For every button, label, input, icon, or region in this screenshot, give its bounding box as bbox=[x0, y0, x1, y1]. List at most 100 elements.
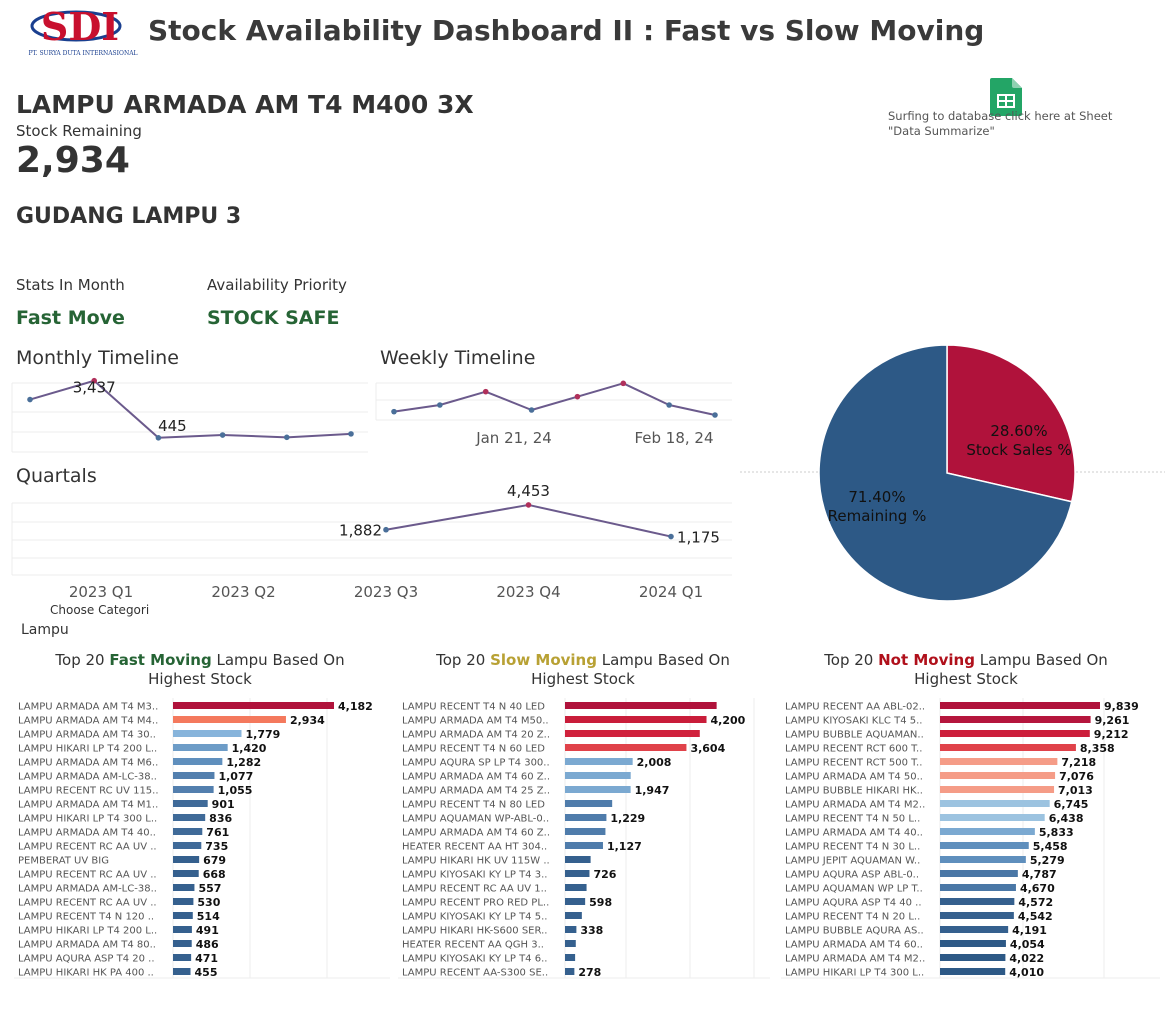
weekly-point bbox=[712, 412, 718, 418]
weekly-timeline-title: Weekly Timeline bbox=[380, 347, 536, 369]
not-bar bbox=[940, 814, 1045, 821]
fast-bar bbox=[173, 772, 215, 779]
not-bar bbox=[940, 702, 1100, 709]
not-category-label: LAMPU RECENT AA ABL-02.. bbox=[785, 702, 925, 713]
fast-bar bbox=[173, 856, 200, 863]
weekly-timeline-chart: Jan 21, 24 Feb 18, 24 bbox=[375, 380, 732, 447]
weekly-point bbox=[437, 402, 443, 408]
not-value-label: 4,054 bbox=[1010, 938, 1045, 951]
quartals-data-label: 1,882 bbox=[339, 522, 382, 540]
not-moving-title: Top 20 Not Moving Lampu Based On Highest… bbox=[806, 651, 1126, 689]
fast-value-label: 668 bbox=[203, 868, 226, 881]
not-bar bbox=[940, 912, 1014, 919]
stats-in-month-value: Fast Move bbox=[16, 307, 125, 329]
monthly-timeline-chart: 3,437 445 bbox=[11, 377, 368, 453]
fast-category-label: PEMBERAT UV BIG bbox=[18, 856, 109, 867]
quartals-x-tick: 2024 Q1 bbox=[639, 583, 703, 601]
slow-title-prefix: Top 20 bbox=[436, 651, 491, 669]
dashboard-title: Stock Availability Dashboard II : Fast v… bbox=[148, 14, 985, 47]
not-value-label: 4,670 bbox=[1020, 882, 1055, 895]
fast-category-label: LAMPU RECENT RC UV 115.. bbox=[18, 786, 159, 797]
google-sheets-icon[interactable] bbox=[990, 78, 1024, 116]
quartals-x-tick: 2023 Q3 bbox=[354, 583, 418, 601]
not-bar bbox=[940, 758, 1058, 765]
slow-bar bbox=[565, 870, 590, 877]
fast-category-label: LAMPU HIKARI LP T4 300 L.. bbox=[18, 814, 157, 825]
weekly-point bbox=[574, 393, 581, 400]
slow-value-label: 4,200 bbox=[711, 714, 746, 727]
availability-priority-value: STOCK SAFE bbox=[207, 307, 340, 329]
slow-category-label: LAMPU HIKARI HK-S600 SER.. bbox=[402, 926, 547, 937]
fast-category-label: LAMPU HIKARI LP T4 200 L.. bbox=[18, 926, 157, 937]
not-bar bbox=[940, 856, 1026, 863]
fast-bar bbox=[173, 744, 228, 751]
slow-bar bbox=[565, 926, 577, 933]
slow-bar bbox=[565, 912, 582, 919]
slow-bar bbox=[565, 842, 603, 849]
fast-value-label: 735 bbox=[205, 840, 228, 853]
fast-bar bbox=[173, 926, 192, 933]
fast-value-label: 530 bbox=[197, 896, 220, 909]
not-bar bbox=[940, 730, 1090, 737]
not-title-prefix: Top 20 bbox=[824, 651, 879, 669]
fast-category-label: LAMPU ARMADA AM T4 30.. bbox=[18, 730, 156, 741]
not-value-label: 6,438 bbox=[1049, 812, 1084, 825]
fast-bar bbox=[173, 800, 208, 807]
fast-value-label: 761 bbox=[206, 826, 229, 839]
category-filter-label: Choose Categori bbox=[50, 603, 150, 617]
fast-bar bbox=[173, 842, 202, 849]
pie-percent-label: 28.60% bbox=[990, 422, 1047, 440]
fast-bar bbox=[173, 940, 192, 947]
logo-text: SDI bbox=[41, 4, 119, 49]
not-value-label: 8,358 bbox=[1080, 742, 1115, 755]
pie-percent-label: 71.40% bbox=[848, 488, 905, 506]
not-bar bbox=[940, 828, 1035, 835]
weekly-point bbox=[620, 380, 627, 387]
fast-value-label: 836 bbox=[209, 812, 232, 825]
fast-category-label: LAMPU ARMADA AM-LC-38.. bbox=[18, 772, 157, 783]
fast-value-label: 455 bbox=[195, 966, 218, 979]
slow-bar bbox=[565, 814, 607, 821]
fast-value-label: 1,055 bbox=[218, 784, 253, 797]
quartals-chart: 1,882 4,453 1,175 2023 Q1 2023 Q2 2023 Q3 2023… bbox=[11, 482, 732, 601]
monthly-line-segment bbox=[286, 432, 352, 439]
not-category-label: LAMPU KIYOSAKI KLC T4 5.. bbox=[785, 716, 922, 727]
database-link[interactable]: Surfing to database click here at Sheet … bbox=[888, 109, 1113, 138]
slow-category-label: LAMPU RECENT AA-S300 SE.. bbox=[402, 968, 548, 979]
fast-bar bbox=[173, 870, 199, 877]
slow-category-label: LAMPU HIKARI HK UV 115W .. bbox=[402, 856, 550, 867]
not-bar bbox=[940, 940, 1006, 947]
quartals-line-segment bbox=[528, 503, 672, 538]
slow-category-label: LAMPU ARMADA AM T4 60 Z.. bbox=[402, 772, 550, 783]
slow-category-label: LAMPU RECENT T4 N 80 LED bbox=[402, 800, 545, 811]
slow-value-label: 278 bbox=[578, 966, 601, 979]
slow-category-label: LAMPU ARMADA AM T4 20 Z.. bbox=[402, 730, 550, 741]
not-value-label: 4,010 bbox=[1009, 966, 1044, 979]
slow-category-label: LAMPU RECENT RC AA UV 1.. bbox=[402, 884, 547, 895]
slow-value-label: 1,947 bbox=[635, 784, 670, 797]
quartals-x-tick: 2023 Q1 bbox=[69, 583, 133, 601]
not-value-label: 5,279 bbox=[1030, 854, 1065, 867]
slow-category-label: LAMPU AQUAMAN WP-ABL-0.. bbox=[402, 814, 549, 825]
fast-bar bbox=[173, 968, 191, 975]
slow-value-label: 598 bbox=[589, 896, 612, 909]
not-category-label: LAMPU BUBBLE HIKARI HK.. bbox=[785, 786, 923, 797]
not-bar bbox=[940, 954, 1006, 961]
not-category-label: LAMPU HIKARI LP T4 300 L.. bbox=[785, 968, 924, 979]
slow-value-label: 726 bbox=[593, 868, 616, 881]
fast-title-highlight: Fast Moving bbox=[109, 651, 212, 669]
weekly-line-segment bbox=[393, 404, 441, 413]
category-filter-value[interactable]: Lampu bbox=[21, 622, 69, 638]
fast-category-label: LAMPU HIKARI HK PA 400 .. bbox=[18, 968, 154, 979]
not-bar bbox=[940, 716, 1091, 723]
slow-category-label: LAMPU KIYOSAKI KY LP T4 3.. bbox=[402, 870, 547, 881]
not-bar bbox=[940, 884, 1016, 891]
fast-bar bbox=[173, 954, 192, 961]
pie-slice-name: Remaining % bbox=[828, 507, 927, 525]
pie-slice bbox=[946, 344, 1076, 503]
not-moving-bar-chart: LAMPU RECENT AA ABL-02.. 9,839 LAMPU KIYOS… bbox=[781, 698, 1160, 979]
product-name: LAMPU ARMADA AM T4 M400 3X bbox=[16, 90, 474, 119]
quartals-data-label: 1,175 bbox=[677, 529, 720, 547]
company-logo: SDI PT. SURYA DUTA INTERNASIONAL bbox=[28, 4, 137, 57]
not-value-label: 9,212 bbox=[1094, 728, 1129, 741]
